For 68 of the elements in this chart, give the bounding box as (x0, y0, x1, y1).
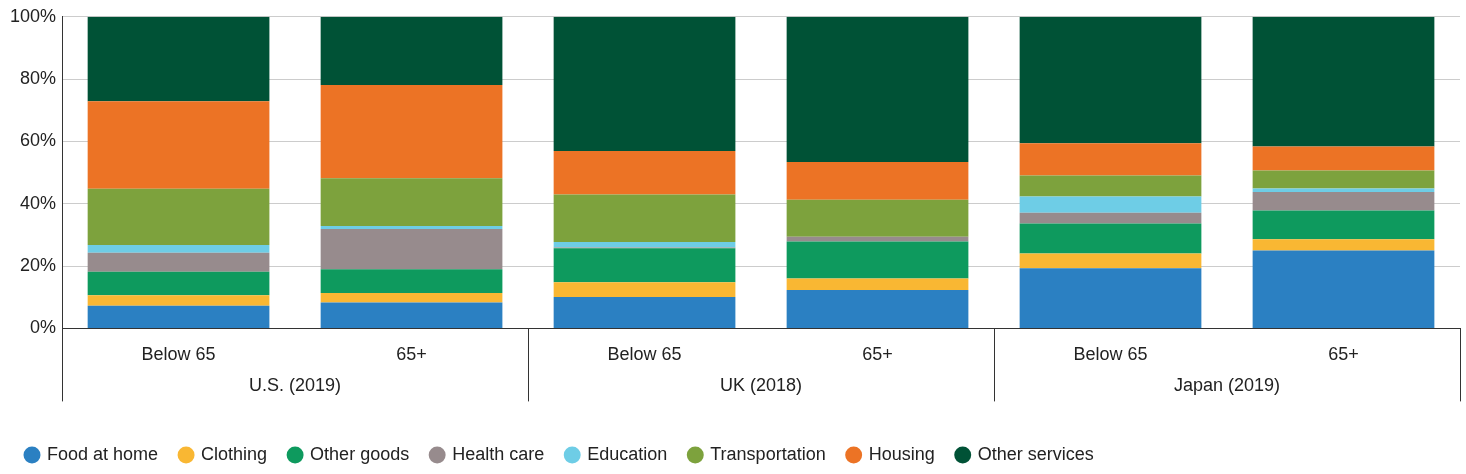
text: Japan (2019) (1173, 375, 1281, 396)
bar (786, 199, 969, 237)
bar (1252, 146, 1435, 171)
bar (1019, 175, 1202, 197)
legend-label: Clothing (201, 443, 268, 464)
bar (786, 162, 969, 200)
bar (1252, 191, 1435, 211)
bar (1019, 16, 1202, 144)
bar (1252, 250, 1435, 328)
y-tick-label: 80% (20, 68, 57, 89)
legend-label: Housing (868, 443, 935, 464)
bar (87, 244, 270, 253)
legend-label: Other goods (310, 443, 410, 464)
legend-label: Transportation (710, 443, 826, 464)
bar (1252, 239, 1435, 251)
text: UK (2018) (720, 375, 803, 396)
bar (786, 290, 969, 328)
bar (1019, 143, 1202, 176)
bar (553, 248, 736, 283)
bar (786, 241, 969, 279)
bar (320, 178, 503, 226)
bar (1252, 188, 1435, 192)
y-tick-label: 60% (20, 130, 57, 151)
bar (320, 269, 503, 293)
x-tick-label: Below 65 (607, 344, 682, 365)
bar (320, 85, 503, 179)
bar (320, 16, 503, 86)
bar (87, 188, 270, 245)
bar (553, 242, 736, 248)
bar (87, 16, 270, 102)
bar (87, 101, 270, 189)
legend-label: Health care (452, 443, 545, 464)
bar (553, 151, 736, 195)
bar (320, 229, 503, 270)
legend-label: Education (587, 443, 668, 464)
bar (1019, 223, 1202, 254)
bar (87, 252, 270, 272)
bar (320, 302, 503, 328)
y-tick-label: 20% (20, 255, 57, 276)
bar (1019, 196, 1202, 213)
bar (320, 225, 503, 229)
bar (320, 292, 503, 303)
y-tick-label: 0% (30, 317, 57, 338)
bar (1252, 16, 1435, 147)
legend-label: Other services (977, 443, 1094, 464)
bar (1019, 212, 1202, 224)
text: U.S. (2019) (249, 375, 342, 396)
bar (87, 295, 270, 306)
x-tick-label: Below 65 (141, 344, 216, 365)
legend-label: Food at home (47, 443, 159, 464)
bar (87, 305, 270, 328)
bar (1019, 253, 1202, 269)
x-tick-label: 65+ (862, 344, 893, 365)
bar (553, 282, 736, 297)
bar (87, 271, 270, 296)
bar (553, 16, 736, 152)
x-tick-label: 65+ (396, 344, 427, 365)
bar (1252, 210, 1435, 240)
x-tick-label: Below 65 (1073, 344, 1148, 365)
bar (786, 16, 969, 163)
x-tick-label: 65+ (1328, 344, 1359, 365)
y-tick-label: 40% (20, 192, 57, 213)
bar (553, 296, 736, 328)
y-tick-label: 100% (9, 5, 57, 26)
bar (1019, 268, 1202, 328)
bar (786, 278, 969, 291)
bar (1252, 170, 1435, 189)
bar (553, 194, 736, 243)
